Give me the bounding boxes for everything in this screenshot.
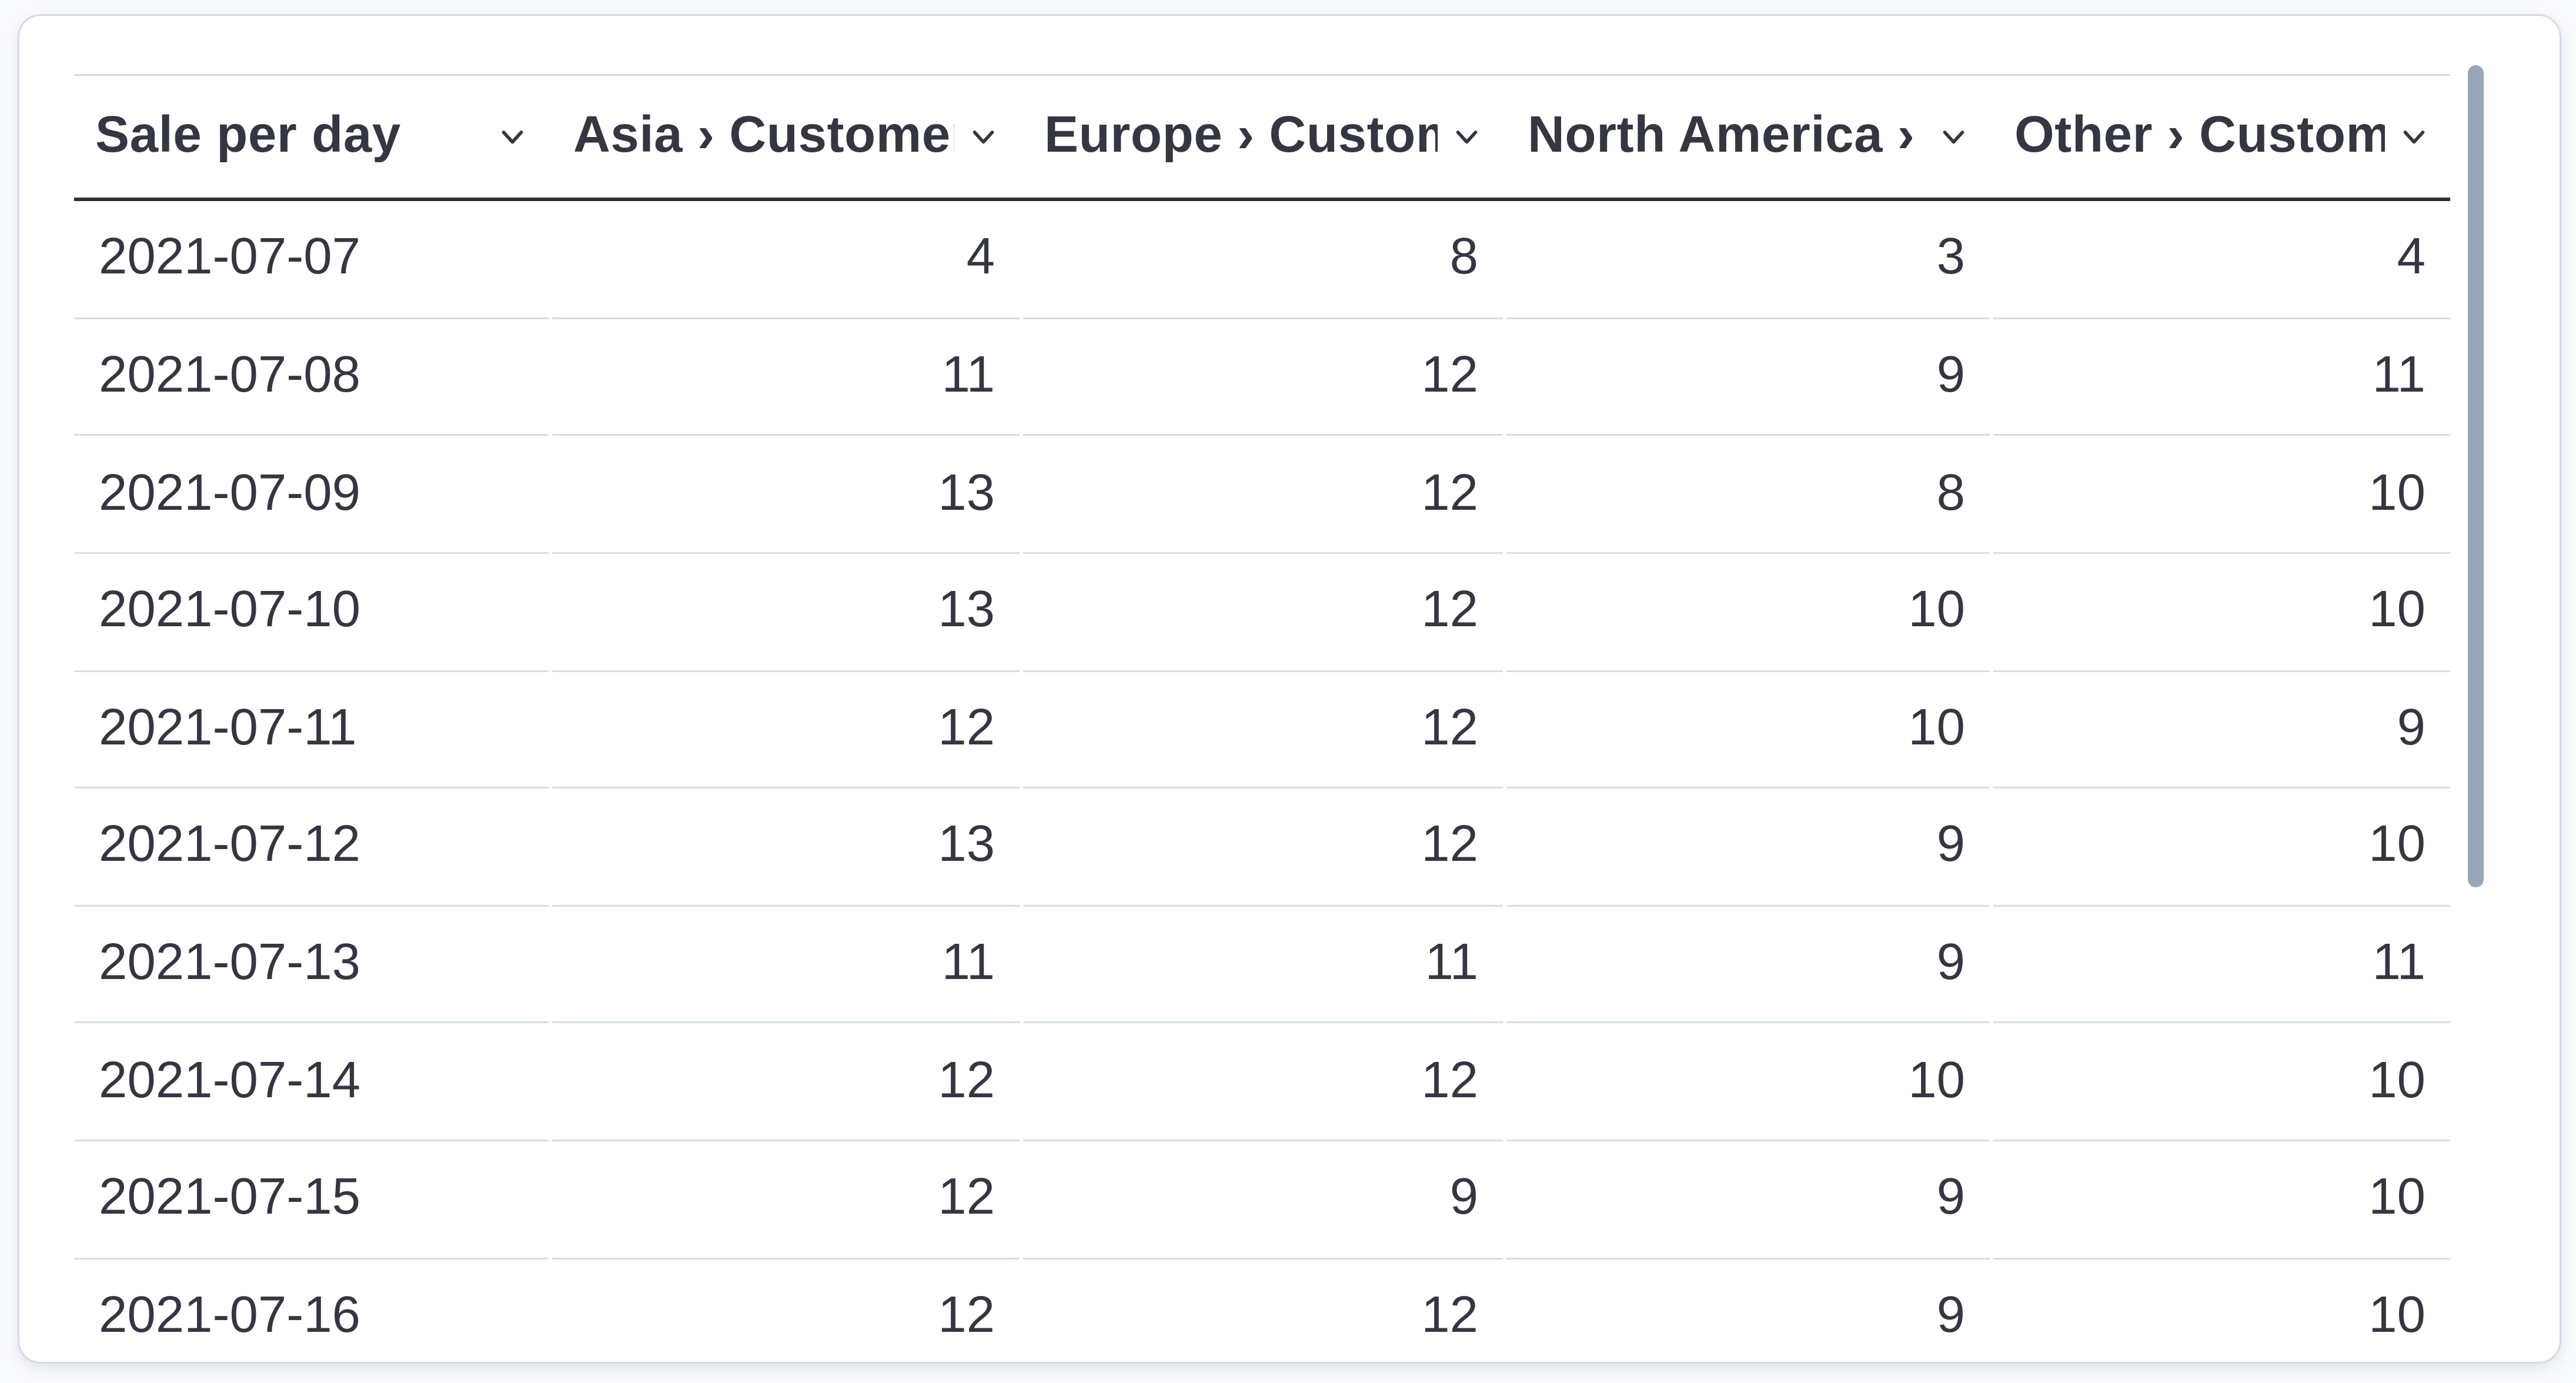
value-cell: 12 <box>1023 1024 1503 1141</box>
chevron-down-icon <box>1939 122 1969 152</box>
value-cell: 10 <box>1506 554 1990 672</box>
value-cell: 9 <box>1506 1259 1990 1361</box>
value-cell: 12 <box>1023 554 1503 672</box>
value-cell: 13 <box>552 789 1020 907</box>
value-cell: 9 <box>1506 319 1990 437</box>
column-header-label: Europe › Customers <box>1044 107 1438 164</box>
date-cell: 2021-07-07 <box>74 202 549 319</box>
value-cell: 8 <box>1506 436 1990 554</box>
table-row: 2021-07-08 11 12 9 11 <box>74 319 2450 437</box>
value-cell: 11 <box>1993 319 2450 437</box>
table-row: 2021-07-11 12 12 10 9 <box>74 672 2450 789</box>
table-row: 2021-07-09 13 12 8 10 <box>74 436 2450 554</box>
value-cell: 12 <box>1023 789 1503 907</box>
column-header-asia-customers[interactable]: Asia › Customers <box>552 75 1020 198</box>
value-cell: 12 <box>552 1259 1020 1361</box>
value-cell: 11 <box>552 906 1020 1024</box>
value-cell: 11 <box>1993 906 2450 1024</box>
value-cell: 12 <box>552 1024 1020 1141</box>
table-row: 2021-07-13 11 11 9 11 <box>74 906 2450 1024</box>
header-row: Sale per day Asia › Customers Europe › Cus… <box>74 75 2450 202</box>
value-cell: 10 <box>1993 436 2450 554</box>
chevron-down-icon <box>2399 122 2429 152</box>
table-row: 2021-07-12 13 12 9 10 <box>74 789 2450 907</box>
vertical-scrollbar-thumb[interactable] <box>2468 65 2484 887</box>
value-cell: 11 <box>552 319 1020 437</box>
date-cell: 2021-07-14 <box>74 1024 549 1141</box>
date-cell: 2021-07-09 <box>74 436 549 554</box>
value-cell: 13 <box>552 554 1020 672</box>
date-cell: 2021-07-12 <box>74 789 549 907</box>
table-row: 2021-07-16 12 12 9 10 <box>74 1259 2450 1361</box>
value-cell: 10 <box>1993 554 2450 672</box>
value-cell: 10 <box>1506 1024 1990 1141</box>
chevron-down-icon <box>497 122 527 152</box>
value-cell: 12 <box>552 1141 1020 1259</box>
value-cell: 12 <box>1023 1259 1503 1361</box>
column-header-label: Asia › Customers <box>573 107 954 164</box>
date-cell: 2021-07-08 <box>74 319 549 437</box>
date-cell: 2021-07-11 <box>74 672 549 789</box>
date-cell: 2021-07-10 <box>74 554 549 672</box>
table-row: 2021-07-15 12 9 9 10 <box>74 1141 2450 1259</box>
value-cell: 10 <box>1993 789 2450 907</box>
column-header-label: Sale per day <box>95 107 401 164</box>
value-cell: 11 <box>1023 906 1503 1024</box>
table-row: 2021-07-14 12 12 10 10 <box>74 1024 2450 1141</box>
date-cell: 2021-07-13 <box>74 906 549 1024</box>
value-cell: 10 <box>1993 1259 2450 1361</box>
column-header-europe-customers[interactable]: Europe › Customers <box>1023 75 1503 198</box>
value-cell: 10 <box>1993 1024 2450 1141</box>
value-cell: 9 <box>1506 906 1990 1024</box>
column-header-other-customers[interactable]: Other › Customers <box>1993 75 2450 198</box>
value-cell: 3 <box>1506 202 1990 319</box>
value-cell: 12 <box>1023 672 1503 789</box>
value-cell: 9 <box>1506 789 1990 907</box>
value-cell: 10 <box>1993 1141 2450 1259</box>
value-cell: 12 <box>552 672 1020 789</box>
value-cell: 10 <box>1506 672 1990 789</box>
chevron-down-icon <box>1452 122 1482 152</box>
table-row: 2021-07-07 4 8 3 4 <box>74 202 2450 319</box>
value-cell: 9 <box>1506 1141 1990 1259</box>
chevron-down-icon <box>968 122 998 152</box>
value-cell: 9 <box>1993 672 2450 789</box>
datatable-panel: Sale per day Asia › Customers Europe › Cus… <box>18 14 2561 1364</box>
date-cell: 2021-07-15 <box>74 1141 549 1259</box>
table-body: 2021-07-07 4 8 3 4 2021-07-08 11 12 9 11 2021-07-0… <box>74 202 2450 1362</box>
value-cell: 12 <box>1023 436 1503 554</box>
column-header-label: North America › Customers <box>1528 107 1925 164</box>
data-grid: Sale per day Asia › Customers Europe › Cus… <box>74 74 2450 1362</box>
date-cell: 2021-07-16 <box>74 1259 549 1361</box>
value-cell: 8 <box>1023 202 1503 319</box>
column-header-label: Other › Customers <box>2014 107 2385 164</box>
value-cell: 4 <box>552 202 1020 319</box>
value-cell: 9 <box>1023 1141 1503 1259</box>
value-cell: 4 <box>1993 202 2450 319</box>
table-row: 2021-07-10 13 12 10 10 <box>74 554 2450 672</box>
value-cell: 12 <box>1023 319 1503 437</box>
column-header-north-america-customers[interactable]: North America › Customers <box>1506 75 1990 198</box>
value-cell: 13 <box>552 436 1020 554</box>
column-header-sale-per-day[interactable]: Sale per day <box>74 75 549 198</box>
